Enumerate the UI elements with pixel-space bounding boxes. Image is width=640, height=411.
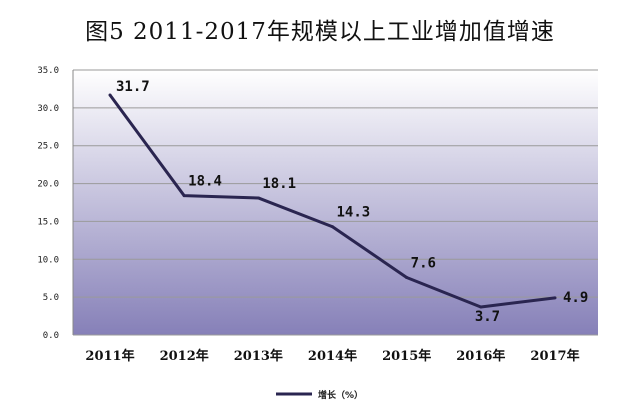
y-tick-label: 35.0	[37, 66, 59, 76]
data-label: 4.9	[563, 290, 588, 306]
x-tick-label: 2014年	[308, 348, 357, 364]
x-tick-label: 2012年	[160, 348, 209, 364]
data-point	[479, 305, 483, 309]
data-point	[108, 93, 112, 97]
y-tick-label: 25.0	[37, 142, 59, 152]
data-label: 18.1	[262, 176, 296, 192]
x-tick-label: 2017年	[530, 348, 579, 364]
data-point	[331, 225, 334, 229]
data-point	[182, 194, 186, 198]
y-tick-label: 10.0	[37, 255, 59, 265]
data-label: 31.7	[116, 79, 150, 95]
data-label: 18.4	[188, 174, 222, 190]
x-tick-label: 2013年	[234, 348, 283, 364]
y-tick-label: 30.0	[37, 104, 59, 114]
x-tick-label: 2011年	[85, 348, 134, 364]
legend: 增长（%）	[276, 389, 363, 401]
y-tick-label: 0.0	[43, 331, 59, 341]
data-point	[256, 196, 260, 200]
legend-label: 增长（%）	[318, 389, 363, 401]
chart-title: 图5 2011-2017年规模以上工业增加值增速	[85, 19, 555, 45]
x-tick-label: 2016年	[456, 348, 505, 364]
data-labels: 31.7 18.4 18.1 14.3 7.6 3.7 4.9	[108, 79, 588, 325]
data-label: 14.3	[337, 205, 371, 221]
y-tick-label: 15.0	[37, 217, 59, 227]
x-tick-label: 2015年	[382, 348, 431, 364]
plot-area	[73, 70, 598, 335]
gridlines	[72, 69, 598, 336]
data-label: 3.7	[475, 309, 500, 325]
data-point	[553, 296, 557, 300]
x-axis-ticks: 2011年 2012年 2013年 2014年 2015年 2016年 2017年	[85, 348, 579, 364]
data-label: 7.6	[411, 255, 436, 271]
data-point	[405, 275, 409, 279]
y-axis-ticks: 35.0 30.0 25.0 20.0 15.0 10.0 5.0 0.0	[37, 66, 59, 341]
y-tick-label: 5.0	[43, 293, 59, 303]
y-tick-label: 20.0	[37, 180, 59, 190]
